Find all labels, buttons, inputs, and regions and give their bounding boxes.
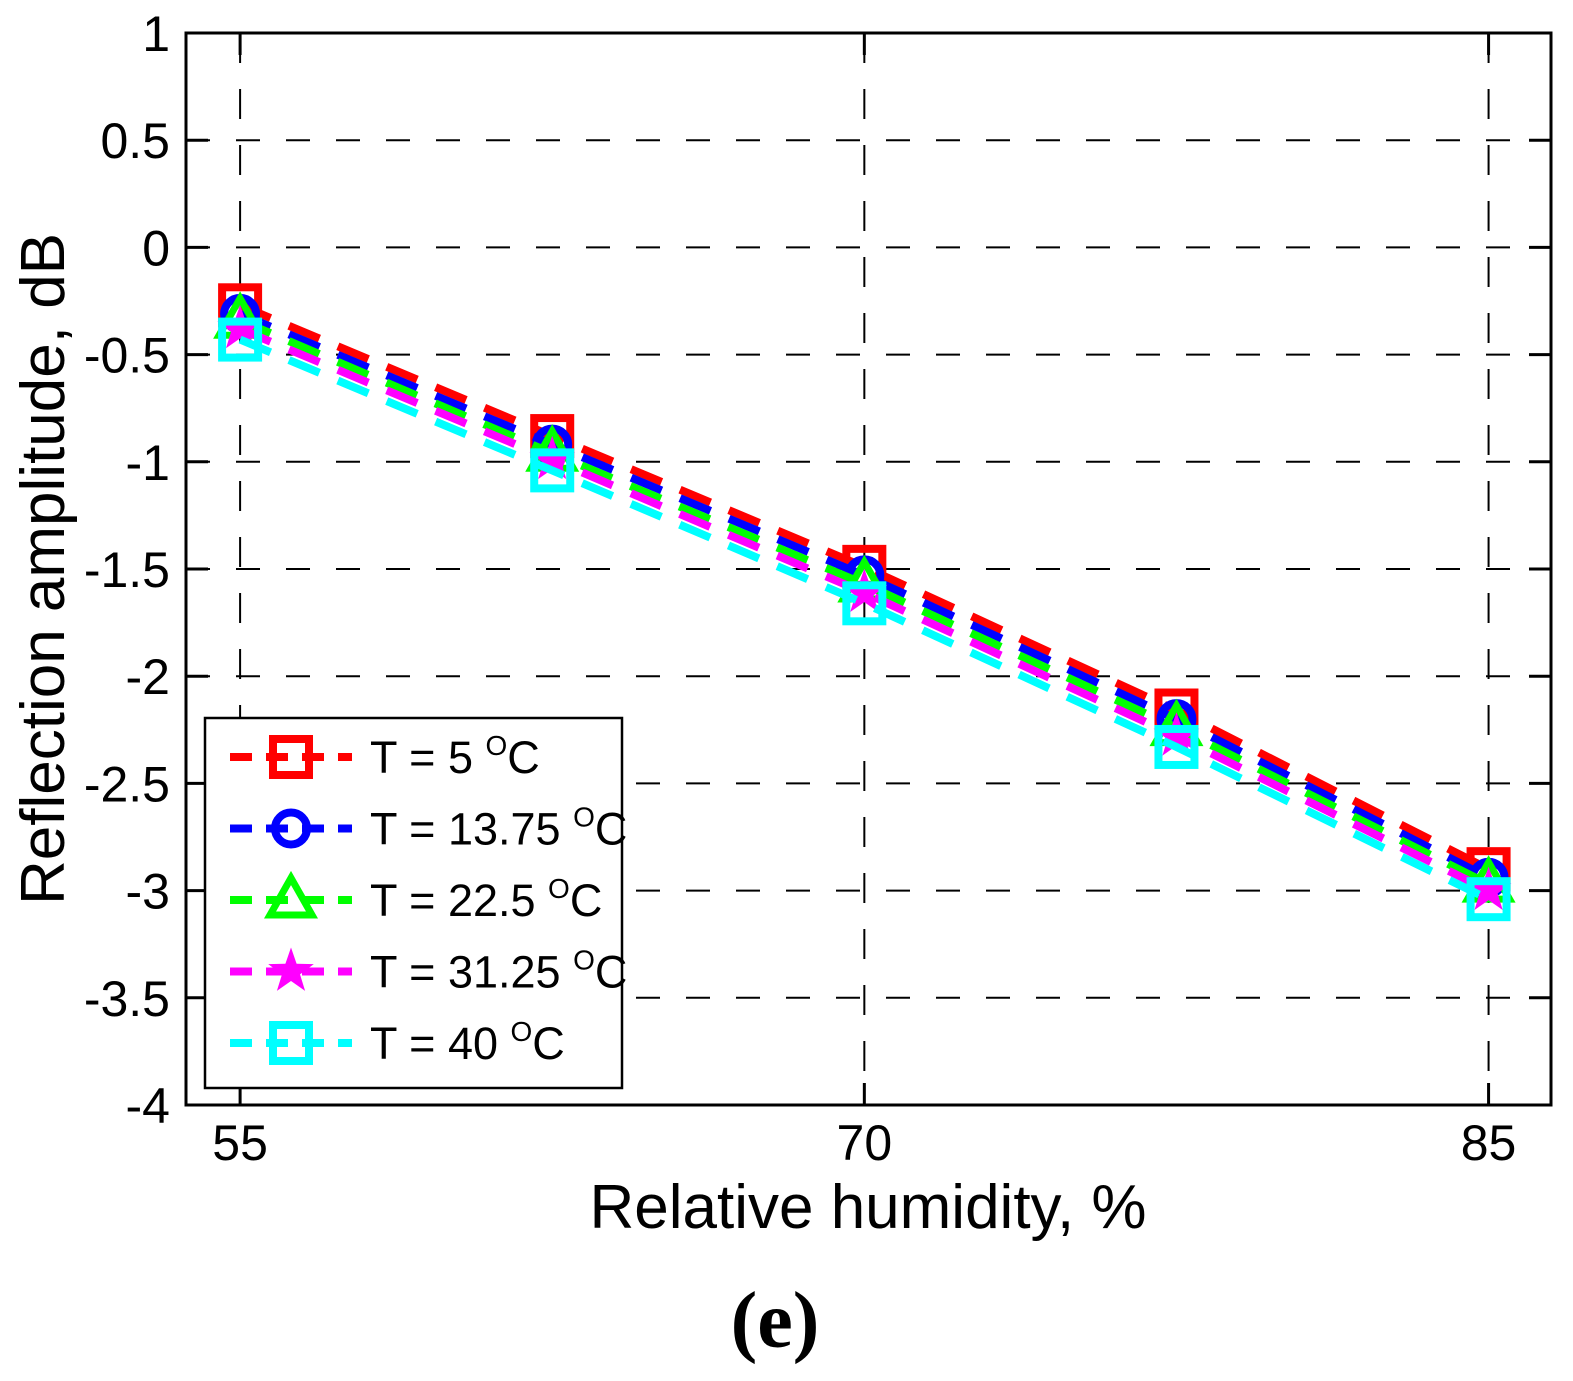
series-5 [218, 317, 1511, 922]
y-tick-label: -3 [126, 864, 170, 920]
x-tick-label: 85 [1461, 1115, 1517, 1171]
square-marker [530, 448, 575, 493]
star-marker [268, 947, 314, 991]
star-marker [529, 435, 575, 480]
figure-caption: (e) [731, 1277, 820, 1365]
legend-label: T = 5 OC [370, 730, 540, 783]
degree-superscript: O [486, 730, 508, 761]
legend-entry: T = 5 OC [230, 730, 540, 783]
y-tick-label: -2 [126, 649, 170, 705]
degree-superscript: O [511, 1016, 533, 1047]
star-marker [1153, 712, 1200, 756]
square-marker [218, 317, 263, 362]
x-axis-label: Relative humidity, % [589, 1173, 1146, 1242]
legend-entry: T = 13.75 OC [230, 802, 627, 855]
y-tick-label: 1 [142, 6, 170, 62]
y-tick-label: -0.5 [84, 328, 170, 384]
square-marker [269, 735, 313, 779]
legend-label: T = 31.25 OC [370, 945, 627, 998]
series-line [238, 325, 1491, 895]
degree-superscript: O [573, 802, 595, 833]
series-line [238, 335, 1491, 903]
star-marker [841, 568, 888, 612]
series-line [238, 316, 1491, 888]
legend-entry: T = 22.5 OC [230, 870, 602, 926]
square-marker [269, 1021, 313, 1065]
y-tick-label: -3.5 [84, 971, 170, 1027]
y-tick-label: -4 [126, 1078, 170, 1134]
x-tick-label: 70 [837, 1115, 893, 1171]
series-line [238, 310, 1491, 882]
y-tick-label: 0 [142, 220, 170, 276]
y-axis-label: Reflection amplitude, dB [9, 233, 78, 905]
legend-entry: T = 40 OC [230, 1016, 565, 1069]
y-tick-label: -2.5 [84, 756, 170, 812]
square-marker [1154, 724, 1199, 769]
star-marker [1465, 866, 1512, 910]
square-marker [1466, 877, 1511, 922]
star-marker [217, 304, 263, 349]
legend: T = 5 OC T = 13.75 OC T = 22.5 OC T = 31.25… [203, 716, 627, 1090]
degree-superscript: O [548, 873, 570, 904]
degree-superscript: O [573, 945, 595, 976]
legend-label: T = 13.75 OC [370, 802, 627, 855]
axes-box [184, 31, 1553, 1107]
legend-entry: T = 31.25 OC [230, 945, 627, 998]
series-line [238, 301, 1491, 873]
tick-labels: 1 0.5 0 -0.5 -1 -1.5 -2 -2.5 -3 -3.5 -4 55 70 85 [84, 6, 1517, 1171]
y-tick-label: -1 [126, 435, 170, 491]
legend-label: T = 40 OC [370, 1016, 565, 1069]
x-tick-label: 55 [212, 1115, 268, 1171]
legend-label: T = 22.5 OC [370, 873, 602, 926]
y-tick-label: -1.5 [84, 542, 170, 598]
grid-lines [186, 33, 1551, 1105]
circle-marker [271, 808, 311, 849]
series-4 [217, 304, 1512, 910]
triangle-marker [263, 870, 319, 919]
plot-area: 1 0.5 0 -0.5 -1 -1.5 -2 -2.5 -3 -3.5 -4 55 70 85 T = 5… [84, 6, 1553, 1171]
square-marker [842, 581, 887, 626]
y-tick-label: 0.5 [100, 113, 170, 169]
